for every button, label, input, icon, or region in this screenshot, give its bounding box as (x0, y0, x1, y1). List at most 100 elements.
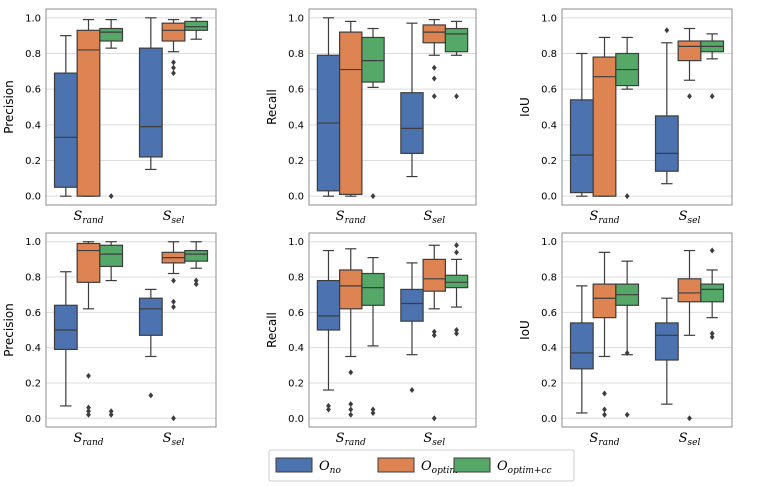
outlier-point (86, 408, 91, 415)
x-category-label-sub: rand (345, 216, 366, 226)
legend: Ono Ooptim Ooptim+cc (268, 449, 575, 482)
iqr-box (339, 269, 363, 310)
outlier-point (687, 93, 692, 100)
iqr-box (654, 115, 679, 172)
y-tick-label: 0.8 (541, 273, 557, 284)
y-tick-label: 0.2 (288, 156, 304, 167)
outlier-point (171, 277, 176, 284)
y-tick-label: 0.0 (25, 414, 41, 425)
outlier-point (454, 327, 459, 333)
y-axis-label: Precision (2, 80, 16, 134)
x-category-label: Srand (336, 431, 366, 448)
y-tick-label: 0.8 (288, 273, 304, 284)
x-category-label: Srand (589, 209, 619, 226)
y-tick-label: 0.2 (25, 156, 41, 167)
x-category-label: Srand (73, 209, 103, 226)
y-tick-label: 1.0 (541, 237, 557, 248)
x-category-label-main: S (423, 431, 432, 446)
axes-frame (561, 8, 733, 206)
x-category-label-sub: sel (432, 216, 445, 226)
iqr-box (138, 47, 163, 158)
box-O_optim-cat1 (339, 20, 363, 197)
y-tick-label: 0.0 (25, 192, 41, 203)
x-category-label-main: S (679, 209, 688, 224)
box-O_optim_cc-cat1 (361, 27, 385, 200)
box-O_no-cat2 (654, 297, 679, 405)
x-category-label-sub: sel (688, 216, 701, 226)
iqr-box (184, 249, 209, 262)
box-O_optim_cc-cat1 (99, 19, 124, 200)
box-O_no-cat1 (53, 35, 78, 197)
y-tick-label: 0.4 (288, 120, 304, 131)
outlier-point (454, 330, 459, 337)
iqr-box (569, 322, 594, 370)
outlier-point (193, 281, 199, 288)
outlier-point (171, 298, 176, 305)
outlier-point (86, 404, 91, 411)
legend-label-O_no-sub: no (330, 466, 342, 476)
box-O_no-cat1 (569, 285, 594, 414)
axes-frame (561, 232, 733, 428)
iqr-box (569, 99, 594, 194)
box-O_no-cat2 (400, 262, 424, 394)
iqr-box (400, 288, 424, 322)
outlier-point (326, 402, 331, 409)
iqr-box (592, 56, 617, 197)
x-category-label-sub: rand (82, 438, 103, 448)
y-tick-label: 0.4 (288, 343, 304, 354)
y-tick-label: 0.0 (288, 414, 304, 425)
iqr-box (53, 72, 78, 188)
iqr-box (361, 36, 385, 83)
outlier-point (431, 64, 437, 71)
outlier-point (431, 75, 437, 82)
box-O_no-cat1 (316, 17, 341, 197)
box-O_optim_cc-cat2 (184, 241, 209, 288)
x-category-label-sub: rand (598, 216, 619, 226)
box-O_optim-cat1 (592, 251, 617, 418)
y-axis-label: Recall (265, 89, 279, 125)
y-tick-label: 0.8 (541, 49, 557, 60)
y-tick-label: 1.0 (25, 237, 41, 248)
outlier-point (454, 249, 459, 256)
x-category-label: Ssel (423, 209, 445, 226)
box-O_optim_cc-cat2 (444, 20, 469, 100)
box-O_optim_cc-cat1 (99, 241, 124, 418)
legend-label-O_optim-main: O (421, 459, 432, 474)
outlier-point (431, 328, 437, 335)
outlier-point (602, 411, 607, 418)
legend-swatch-O_no (275, 457, 313, 473)
box-O_optim-cat1 (592, 36, 617, 197)
x-category-label-main: S (336, 431, 345, 446)
iqr-box (654, 322, 679, 361)
x-category-label-sub: rand (598, 438, 619, 448)
x-category-label-sub: sel (688, 438, 701, 448)
outlier-point (348, 369, 354, 376)
legend-label-O_no-main: O (319, 459, 330, 474)
x-category-label-sub: sel (172, 216, 185, 226)
box-O_optim_cc-cat1 (361, 257, 385, 416)
box-O_optim-cat2 (677, 249, 702, 422)
x-category-label-main: S (73, 431, 82, 446)
box-O_optim-cat1 (76, 19, 101, 197)
y-tick-label: 0.4 (541, 120, 557, 131)
x-category-label: Ssel (679, 209, 701, 226)
iqr-box (99, 27, 124, 42)
iqr-box (700, 283, 725, 303)
iqr-box (400, 92, 424, 154)
box-O_no-cat2 (138, 288, 163, 399)
x-category-label-main: S (679, 431, 688, 446)
outlier-point (108, 408, 114, 415)
y-tick-label: 0.6 (25, 85, 41, 96)
legend-swatch-O_optim_cc (453, 457, 491, 473)
y-tick-label: 0.4 (541, 343, 557, 354)
box-O_no-cat2 (400, 22, 424, 178)
iqr-box (53, 304, 78, 351)
axes-frame (308, 232, 477, 428)
box-O_no-cat1 (53, 271, 78, 407)
y-tick-label: 0.4 (25, 120, 41, 131)
legend-frame (268, 449, 575, 482)
y-tick-label: 1.0 (25, 13, 41, 24)
outlier-point (193, 277, 199, 284)
